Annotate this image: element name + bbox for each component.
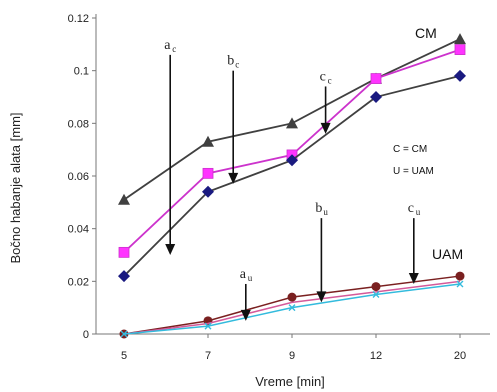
data-point-s6-1 [120, 330, 128, 338]
annotation-arrow-head-4 [240, 309, 251, 321]
y-axis-title: Bočno habanje alata [mm] [8, 112, 23, 263]
data-point-s4-5 [455, 271, 465, 281]
data-point-s4-3 [287, 292, 297, 302]
data-point-s1-2 [202, 135, 214, 147]
x-tick-label: 12 [370, 350, 382, 362]
series-line-5 [123, 280, 461, 335]
y-tick-label: 0.1 [74, 66, 89, 78]
data-point-s1-3 [286, 117, 298, 129]
annotation-label-4: a [240, 267, 247, 282]
annotation-arrow-head-5 [316, 291, 327, 303]
series-layer [118, 33, 466, 339]
data-point-s3-1 [118, 270, 130, 283]
annotation-layer: a cb cc ca ub u c u [164, 38, 421, 321]
annotation-sub-6: u [416, 207, 421, 217]
x-axis-title: Vreme [min] [255, 374, 325, 389]
data-point-s6-5 [456, 280, 464, 288]
axes: 0 0.02 0.04 0.06 0.08 0.1 0.12 5 7 9 12 20 [68, 13, 490, 362]
annotation-label-2: b [227, 54, 234, 69]
data-point-s4-4 [371, 282, 381, 292]
series-label-uam: UAM [432, 246, 463, 262]
annotation-label-6: c [408, 201, 414, 216]
y-tick-label: 0.02 [68, 276, 89, 288]
annotation-arrow-head-6 [408, 272, 419, 284]
series-line-4 [123, 275, 461, 335]
data-point-s1-5 [454, 33, 466, 45]
x-tick-label: 7 [205, 350, 211, 362]
x-tick-label: 5 [121, 350, 127, 362]
annotation-arrow-head-2 [228, 172, 239, 184]
annotation-sub-3: c [328, 75, 332, 85]
annotation-sub-5: u [323, 207, 328, 217]
data-point-s3-2 [202, 185, 214, 198]
annotation-sub-2: c [235, 60, 239, 70]
data-point-s2-2 [202, 167, 214, 179]
annotation-label-1: a [164, 38, 171, 53]
legend-note-cm: C = CM [393, 144, 427, 155]
data-point-s1-1 [118, 193, 130, 205]
data-point-s3-3 [286, 154, 298, 167]
data-point-s6-4 [372, 291, 380, 298]
y-tick-label: 0.12 [68, 13, 89, 25]
x-tick-label: 9 [289, 350, 295, 362]
data-point-s2-5 [454, 44, 466, 55]
data-point-s2-1 [118, 246, 130, 258]
data-point-s6-2 [204, 322, 212, 330]
data-point-s3-5 [454, 69, 466, 82]
legend-note-uam: U = UAM [393, 166, 434, 177]
series-label-cm: CM [415, 25, 437, 41]
data-point-s2-4 [370, 73, 382, 84]
annotation-sub-4: u [248, 273, 253, 283]
y-tick-label: 0.06 [68, 171, 89, 183]
annotation-label-5: b [315, 201, 322, 216]
annotation-arrow-head-1 [165, 244, 176, 255]
annotation-arrow-head-3 [320, 122, 331, 134]
annotation-label-3: c [320, 69, 326, 84]
data-point-s6-3 [288, 304, 296, 312]
y-tick-label: 0.08 [68, 118, 89, 130]
annotation-sub-1: c [172, 44, 176, 54]
y-tick-label: 0 [83, 329, 89, 341]
y-tick-label: 0.04 [68, 224, 89, 236]
x-tick-label: 20 [454, 350, 466, 362]
data-point-s3-4 [370, 91, 382, 103]
